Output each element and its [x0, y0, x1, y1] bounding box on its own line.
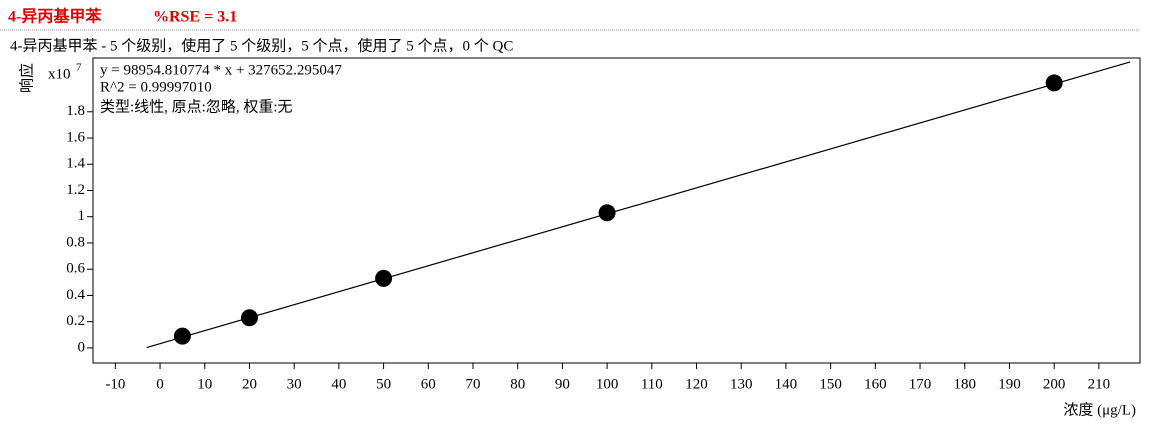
- x-tick-label: 90: [555, 376, 570, 392]
- x-tick-label: 190: [998, 376, 1021, 392]
- y-tick-label: 1.2: [66, 182, 85, 198]
- chart-title: 4-异丙基甲苯: [8, 7, 102, 26]
- x-tick-label: 200: [1043, 376, 1066, 392]
- y-tick-label: 0.6: [66, 261, 85, 277]
- r-squared: R^2 = 0.99997010: [100, 79, 212, 95]
- x-tick-label: 160: [864, 376, 887, 392]
- y-tick-label: 0.8: [66, 234, 85, 250]
- rse-label: %RSE = 3.1: [153, 9, 237, 26]
- fit-line: [146, 61, 1131, 349]
- point: [173, 327, 191, 345]
- x-tick-label: 140: [775, 376, 798, 392]
- x-tick-label: 70: [465, 376, 480, 392]
- y-tick-label: 0.2: [66, 313, 85, 329]
- x-tick-label: 10: [197, 376, 212, 392]
- x-tick-label: 0: [156, 376, 164, 392]
- chart-subtitle: 4-异丙基甲苯 - 5 个级别，使用了 5 个级别，5 个点，使用了 5 个点，…: [10, 37, 513, 54]
- plot-frame: [92, 57, 1141, 364]
- x-tick-label: 50: [376, 376, 391, 392]
- point: [240, 309, 258, 327]
- y-tick-label: 1.6: [66, 129, 85, 145]
- x-tick-label: 150: [819, 376, 842, 392]
- x-tick-label: 60: [421, 376, 436, 392]
- x-tick-label: 180: [954, 376, 977, 392]
- x-tick-label: 170: [909, 376, 932, 392]
- y-scale-exponent: 7: [76, 62, 82, 74]
- y-tick-label: 1: [78, 208, 86, 224]
- x-tick-label: 130: [730, 376, 753, 392]
- x-tick-label: 30: [287, 376, 302, 392]
- equation: y = 98954.810774 * x + 327652.295047: [100, 62, 342, 78]
- x-tick-label: 100: [596, 376, 619, 392]
- y-tick-label: 0: [78, 339, 86, 355]
- x-tick-label: 120: [685, 376, 708, 392]
- x-tick-label: 210: [1088, 376, 1111, 392]
- x-tick-label: 20: [242, 376, 257, 392]
- y-tick-label: 1.8: [66, 103, 85, 119]
- x-tick-label: 110: [641, 376, 663, 392]
- x-tick-label: 80: [510, 376, 525, 392]
- y-axis-label: 响应: [17, 63, 35, 93]
- y-tick-label: 1.4: [66, 156, 85, 172]
- x-tick-label: 40: [331, 376, 346, 392]
- point: [375, 269, 393, 287]
- y-tick-label: 0.4: [66, 287, 85, 303]
- x-axis-label: 浓度 (μg/L): [1063, 401, 1136, 418]
- x-tick-label: -10: [105, 376, 125, 392]
- y-scale-label: x10: [48, 66, 71, 82]
- point: [1045, 74, 1063, 92]
- point: [598, 204, 616, 222]
- fit-info: 类型:线性, 原点:忽略, 权重:无: [100, 98, 293, 115]
